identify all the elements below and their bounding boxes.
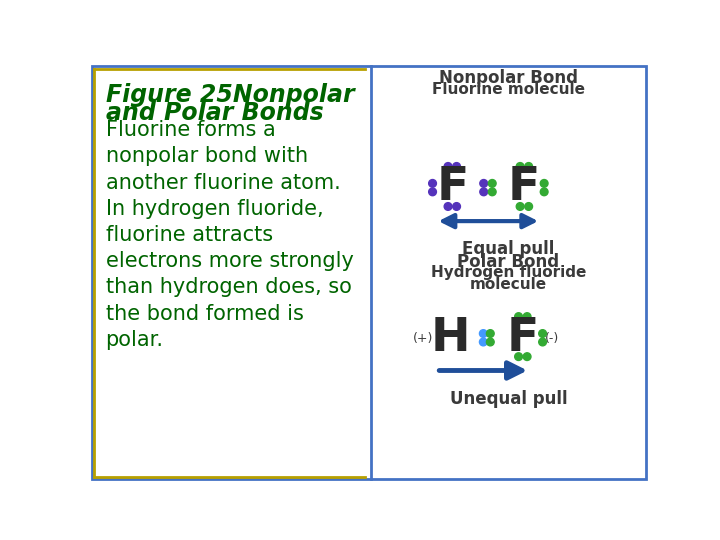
Text: Figure 25Nonpolar: Figure 25Nonpolar xyxy=(106,83,354,107)
Text: Polar Bond: Polar Bond xyxy=(457,253,559,271)
Circle shape xyxy=(488,188,496,195)
Circle shape xyxy=(516,163,524,170)
Circle shape xyxy=(480,179,487,187)
Text: Nonpolar Bond: Nonpolar Bond xyxy=(439,70,578,87)
Text: (+): (+) xyxy=(413,332,433,345)
Circle shape xyxy=(539,330,546,338)
Circle shape xyxy=(480,338,487,346)
Circle shape xyxy=(515,313,523,320)
Circle shape xyxy=(525,163,533,170)
Circle shape xyxy=(539,338,546,346)
Circle shape xyxy=(487,330,494,338)
Circle shape xyxy=(480,188,487,195)
Circle shape xyxy=(480,330,487,338)
Circle shape xyxy=(487,338,494,346)
Text: electrons more strongly: electrons more strongly xyxy=(106,251,354,271)
Text: Unequal pull: Unequal pull xyxy=(450,390,567,408)
Circle shape xyxy=(428,188,436,195)
Circle shape xyxy=(523,313,531,320)
Text: Equal pull: Equal pull xyxy=(462,240,554,258)
Circle shape xyxy=(516,202,524,211)
Text: In hydrogen fluoride,: In hydrogen fluoride, xyxy=(106,199,323,219)
Circle shape xyxy=(444,163,452,170)
Text: (-): (-) xyxy=(545,332,559,345)
Text: polar.: polar. xyxy=(106,330,163,350)
Circle shape xyxy=(523,353,531,361)
Text: F: F xyxy=(508,165,540,211)
Text: nonpolar bond with: nonpolar bond with xyxy=(106,146,307,166)
Circle shape xyxy=(540,179,548,187)
Circle shape xyxy=(444,202,452,211)
Circle shape xyxy=(525,202,533,211)
Text: another fluorine atom.: another fluorine atom. xyxy=(106,173,341,193)
Circle shape xyxy=(515,353,523,361)
Text: H: H xyxy=(431,316,470,361)
Text: molecule: molecule xyxy=(470,276,547,292)
Circle shape xyxy=(453,163,461,170)
Text: Hydrogen fluoride: Hydrogen fluoride xyxy=(431,265,586,280)
Circle shape xyxy=(428,179,436,187)
Circle shape xyxy=(453,202,461,211)
Text: F: F xyxy=(506,316,539,361)
Text: and Polar Bonds: and Polar Bonds xyxy=(106,101,323,125)
Text: fluorine attracts: fluorine attracts xyxy=(106,225,273,245)
Text: Fluorine molecule: Fluorine molecule xyxy=(432,82,585,97)
Circle shape xyxy=(540,188,548,195)
Circle shape xyxy=(488,179,496,187)
Text: F: F xyxy=(436,165,469,211)
Text: the bond formed is: the bond formed is xyxy=(106,303,303,323)
Text: Fluorine forms a: Fluorine forms a xyxy=(106,120,275,140)
Text: than hydrogen does, so: than hydrogen does, so xyxy=(106,278,351,298)
